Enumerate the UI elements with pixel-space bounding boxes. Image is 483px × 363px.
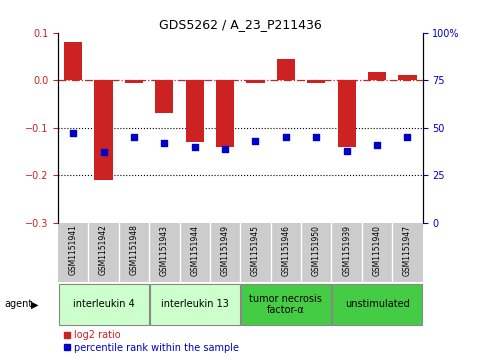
Bar xyxy=(368,72,386,80)
Text: interleukin 13: interleukin 13 xyxy=(161,299,228,309)
Text: GSM1151947: GSM1151947 xyxy=(403,225,412,276)
Point xyxy=(191,144,199,150)
Text: agent: agent xyxy=(5,299,33,309)
Text: GSM1151939: GSM1151939 xyxy=(342,225,351,276)
Text: GSM1151950: GSM1151950 xyxy=(312,225,321,276)
Text: GSM1151941: GSM1151941 xyxy=(69,225,78,276)
Point xyxy=(130,134,138,140)
Bar xyxy=(185,80,204,142)
Text: GSM1151943: GSM1151943 xyxy=(160,225,169,276)
Text: ▶: ▶ xyxy=(31,299,39,309)
Text: interleukin 4: interleukin 4 xyxy=(72,299,134,309)
Text: GSM1151946: GSM1151946 xyxy=(282,225,290,276)
Text: GSM1151945: GSM1151945 xyxy=(251,225,260,276)
Bar xyxy=(64,42,82,80)
Point xyxy=(343,148,351,154)
Bar xyxy=(277,59,295,80)
Bar xyxy=(95,80,113,180)
Point xyxy=(69,131,77,136)
Legend: log2 ratio, percentile rank within the sample: log2 ratio, percentile rank within the s… xyxy=(63,330,240,353)
Bar xyxy=(398,76,416,80)
Text: GSM1151942: GSM1151942 xyxy=(99,225,108,276)
Bar xyxy=(246,80,265,82)
Bar xyxy=(338,80,356,147)
Text: GSM1151948: GSM1151948 xyxy=(129,225,139,276)
Bar xyxy=(307,80,326,82)
Text: unstimulated: unstimulated xyxy=(345,299,410,309)
Title: GDS5262 / A_23_P211436: GDS5262 / A_23_P211436 xyxy=(159,19,322,32)
FancyBboxPatch shape xyxy=(332,284,422,325)
Point xyxy=(373,142,381,148)
FancyBboxPatch shape xyxy=(58,284,148,325)
Bar xyxy=(125,80,143,82)
Text: GSM1151944: GSM1151944 xyxy=(190,225,199,276)
Bar xyxy=(155,80,173,114)
Text: GSM1151949: GSM1151949 xyxy=(221,225,229,276)
Point xyxy=(160,140,168,146)
Text: GSM1151940: GSM1151940 xyxy=(372,225,382,276)
Point xyxy=(404,134,412,140)
Bar xyxy=(216,80,234,147)
FancyBboxPatch shape xyxy=(150,284,240,325)
FancyBboxPatch shape xyxy=(241,284,331,325)
Point xyxy=(221,146,229,151)
Point xyxy=(99,150,107,155)
Text: tumor necrosis
factor-α: tumor necrosis factor-α xyxy=(249,294,322,315)
Point xyxy=(313,134,320,140)
Point xyxy=(252,138,259,144)
Point xyxy=(282,134,290,140)
